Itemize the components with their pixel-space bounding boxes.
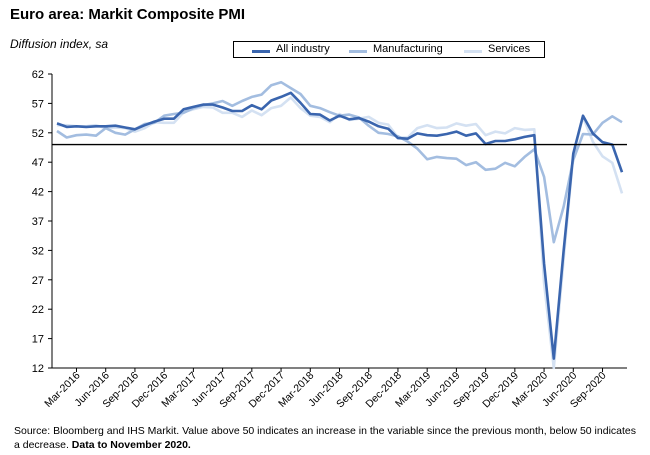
series-line-services — [57, 96, 624, 370]
legend-label-manufacturing: Manufacturing — [373, 43, 443, 55]
legend-label-all-industry: All industry — [276, 43, 330, 55]
legend-swatch-services — [464, 50, 482, 53]
legend-swatch-all-industry — [252, 50, 270, 53]
footnote-text: Source: Bloomberg and IHS Markit. Value … — [14, 425, 636, 451]
y-tick-label: 52 — [32, 128, 44, 140]
y-tick-label: 17 — [32, 334, 44, 346]
chart-title: Euro area: Markit Composite PMI — [10, 6, 246, 23]
y-tick-label: 47 — [32, 157, 44, 169]
y-tick-label: 22 — [32, 304, 44, 316]
series-layer — [52, 80, 627, 370]
series-line-all-industry — [56, 91, 624, 360]
y-tick-label: 12 — [32, 363, 44, 375]
source-footnote: Source: Bloomberg and IHS Markit. Value … — [14, 424, 639, 452]
y-tick-label: 27 — [32, 275, 44, 287]
y-tick-label: 32 — [32, 245, 44, 257]
y-tick-label: 62 — [32, 69, 44, 81]
footnote-data-note: Data to November 2020. — [71, 439, 191, 451]
y-tick-label: 37 — [32, 216, 44, 228]
y-tick-label: 57 — [32, 98, 44, 110]
legend: All industry Manufacturing Services — [233, 41, 545, 58]
y-tick-label: 42 — [32, 187, 44, 199]
y-axis-unit-label: Diffusion index, sa — [10, 37, 109, 51]
tick-layer: 1217222732374247525762Mar-2016Jun-2016Se… — [32, 69, 609, 410]
legend-swatch-manufacturing — [349, 50, 367, 53]
legend-label-services: Services — [488, 43, 531, 55]
